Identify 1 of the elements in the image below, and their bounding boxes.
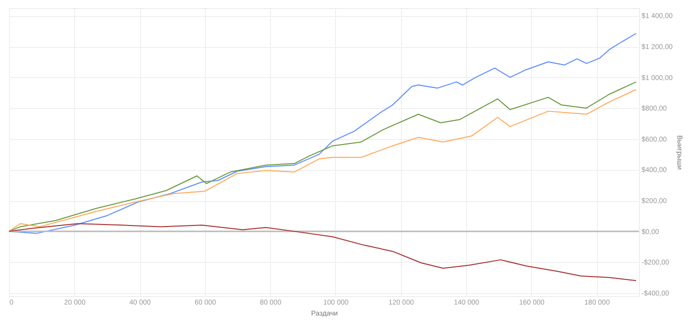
line-series bbox=[8, 223, 637, 282]
